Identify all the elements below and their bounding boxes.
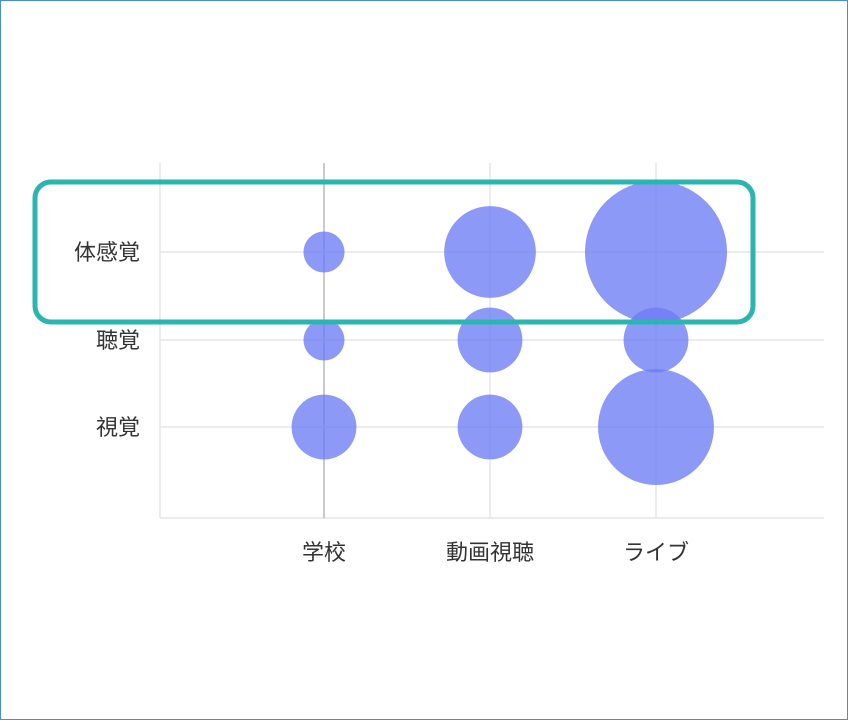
highlight-box — [32, 179, 756, 325]
x-tick-label: 学校 — [302, 541, 346, 566]
y-axis-labels: 視覚 聴覚 体感覚 — [74, 241, 140, 441]
bubble-point — [623, 307, 689, 373]
bubble-point — [444, 206, 536, 298]
x-tick-label: ライブ — [623, 541, 689, 566]
bubble-point — [457, 394, 523, 460]
x-axis-labels: 学校 動画視聴 ライブ — [302, 541, 689, 566]
y-tick-label: 体感覚 — [74, 241, 140, 266]
bubble-point — [584, 180, 728, 324]
bubble-layer — [291, 180, 728, 485]
y-tick-label: 視覚 — [96, 416, 140, 441]
bubble-point — [598, 369, 714, 485]
bubble-point — [303, 231, 345, 273]
bubble-point — [303, 319, 345, 361]
bubble-point — [457, 307, 523, 373]
x-tick-label: 動画視聴 — [446, 541, 534, 566]
highlight-layer — [32, 179, 756, 325]
y-tick-label: 聴覚 — [96, 329, 140, 354]
bubble-point — [291, 394, 357, 460]
